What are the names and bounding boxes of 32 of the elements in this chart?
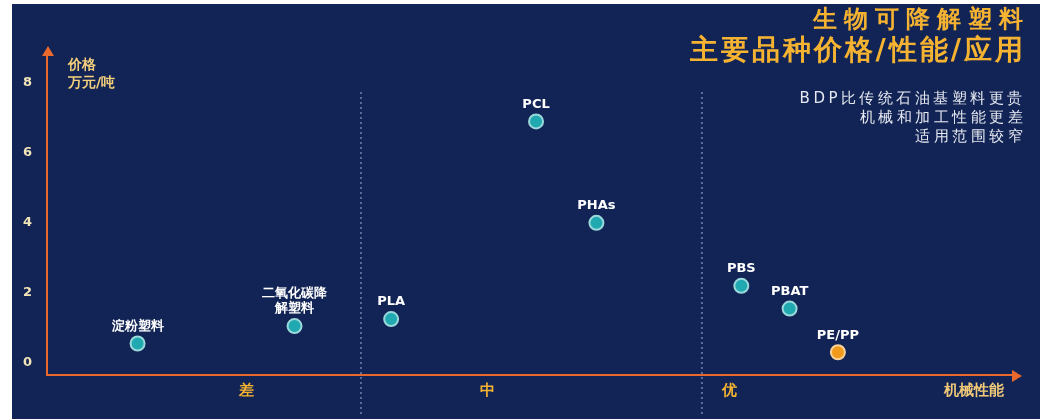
data-label: PLA — [377, 293, 406, 309]
point — [383, 311, 400, 328]
annotation: 适用范围较窄 — [914, 127, 1026, 146]
point — [733, 277, 750, 294]
y-tick-label: 2 — [22, 284, 32, 300]
annotation: 万元/吨 — [68, 73, 116, 91]
point — [528, 113, 545, 130]
point — [286, 318, 303, 335]
point — [588, 214, 605, 231]
y-tick-label: 6 — [22, 144, 32, 160]
data-label: PCL — [522, 95, 550, 111]
x-tick-label: 差 — [237, 380, 254, 399]
chart-title: 生物可降解塑料 — [813, 5, 1030, 33]
data-label: PHAs — [577, 197, 616, 213]
x-tick-label: 中 — [480, 380, 496, 399]
data-label: PE/PP — [816, 326, 860, 342]
x-axis-title: 机械性能 — [944, 381, 1004, 400]
x-tick-label: 优 — [720, 380, 737, 399]
y-axis-title: 价格 — [68, 55, 97, 73]
y-tick-label: 0 — [22, 354, 32, 370]
data-label: 二氧化碳降解塑料 — [262, 285, 329, 316]
data-label: PBAT — [770, 282, 809, 298]
point — [129, 335, 146, 352]
data-label: 淀粉塑料 — [110, 317, 164, 333]
point — [829, 344, 846, 361]
y-tick-label: 4 — [22, 214, 32, 230]
point — [781, 300, 798, 317]
chart-subtitle: 主要品种价格/性能/应用 — [689, 33, 1026, 66]
y-tick-label: 8 — [22, 74, 32, 90]
annotation: 机械和加工性能更差 — [858, 108, 1026, 127]
annotation: BDP比传统石油基塑料更贵 — [799, 89, 1026, 108]
data-label: PBS — [726, 260, 756, 276]
